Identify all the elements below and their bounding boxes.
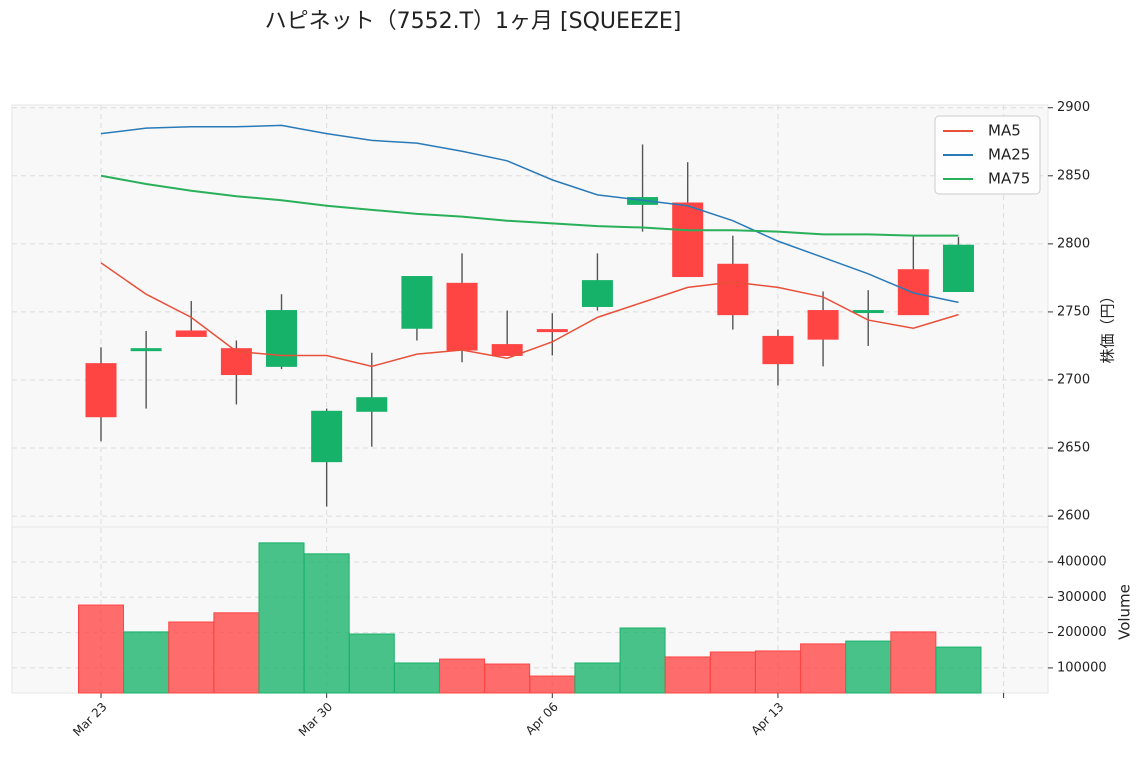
ma-line [100,124,959,304]
volume-bar [484,663,531,694]
x-tick-label: Apr 13 [748,700,786,738]
legend-label: MA5 [988,122,1021,140]
y-tick-label: 2900 [1057,100,1090,115]
volume-bar [348,633,395,694]
volume-bar [664,656,711,694]
candle-body [672,202,704,278]
candle-body [942,244,974,292]
candle-body [401,276,433,329]
volume-bar [619,627,666,694]
volume-bar [935,646,982,694]
candle-body [717,263,749,316]
y-tick-label: 2800 [1057,236,1090,251]
y-tick-label: 2600 [1057,509,1090,524]
volume-bar [303,553,350,694]
y-axis-label: 株価（円） [1099,288,1117,363]
x-tick-label: Mar 23 [70,700,109,739]
volume-bar [890,631,937,694]
volume-bar [78,604,124,694]
candle-body [85,363,117,418]
plot-area [11,104,1049,694]
volume-bar [574,662,621,694]
legend-label: MA75 [988,170,1030,188]
volume-bar [529,675,576,694]
candle-body [446,282,478,351]
volume-bar [393,662,440,694]
y-tick-label: 2700 [1057,372,1090,387]
candle-body [175,330,207,337]
volume-bar [800,643,847,694]
volume-axis-label: Volume [1116,584,1134,640]
candle-body [762,335,794,365]
y-tick-label: 200000 [1057,625,1107,640]
y-tick-label: 400000 [1057,554,1107,569]
x-tick-label: Mar 30 [296,700,335,739]
candle-body [356,397,388,412]
chart-title: ハピネット（7552.T）1ヶ月 [SQUEEZE] [265,9,682,34]
legend-label: MA25 [988,146,1030,164]
candle-body [852,310,884,314]
volume-bar [258,542,305,694]
y-tick-label: 300000 [1057,590,1107,605]
volume-bar [709,651,756,694]
ma-line [100,174,959,237]
candle-body [311,410,343,463]
legend: MA5 MA25 MA75 [934,115,1041,195]
volume-bar [123,631,170,694]
candle-body [130,348,162,352]
volume-bar [168,621,215,694]
ma-line [100,262,959,368]
volume-bar [213,612,260,694]
volume-bar [754,650,801,694]
candle-body [491,344,523,356]
legend-box [934,115,1041,195]
candle-body [807,310,839,340]
volume-bar [845,640,892,694]
candle-body [536,329,568,333]
x-tick-label: Apr 06 [523,700,561,738]
y-tick-label: 2750 [1057,304,1090,319]
volume-bar [439,658,486,694]
y-tick-label: 100000 [1057,660,1107,675]
y-tick-label: 2850 [1057,168,1090,183]
y-tick-label: 2650 [1057,441,1090,456]
candle-body [581,280,613,307]
candle-body [266,310,298,367]
